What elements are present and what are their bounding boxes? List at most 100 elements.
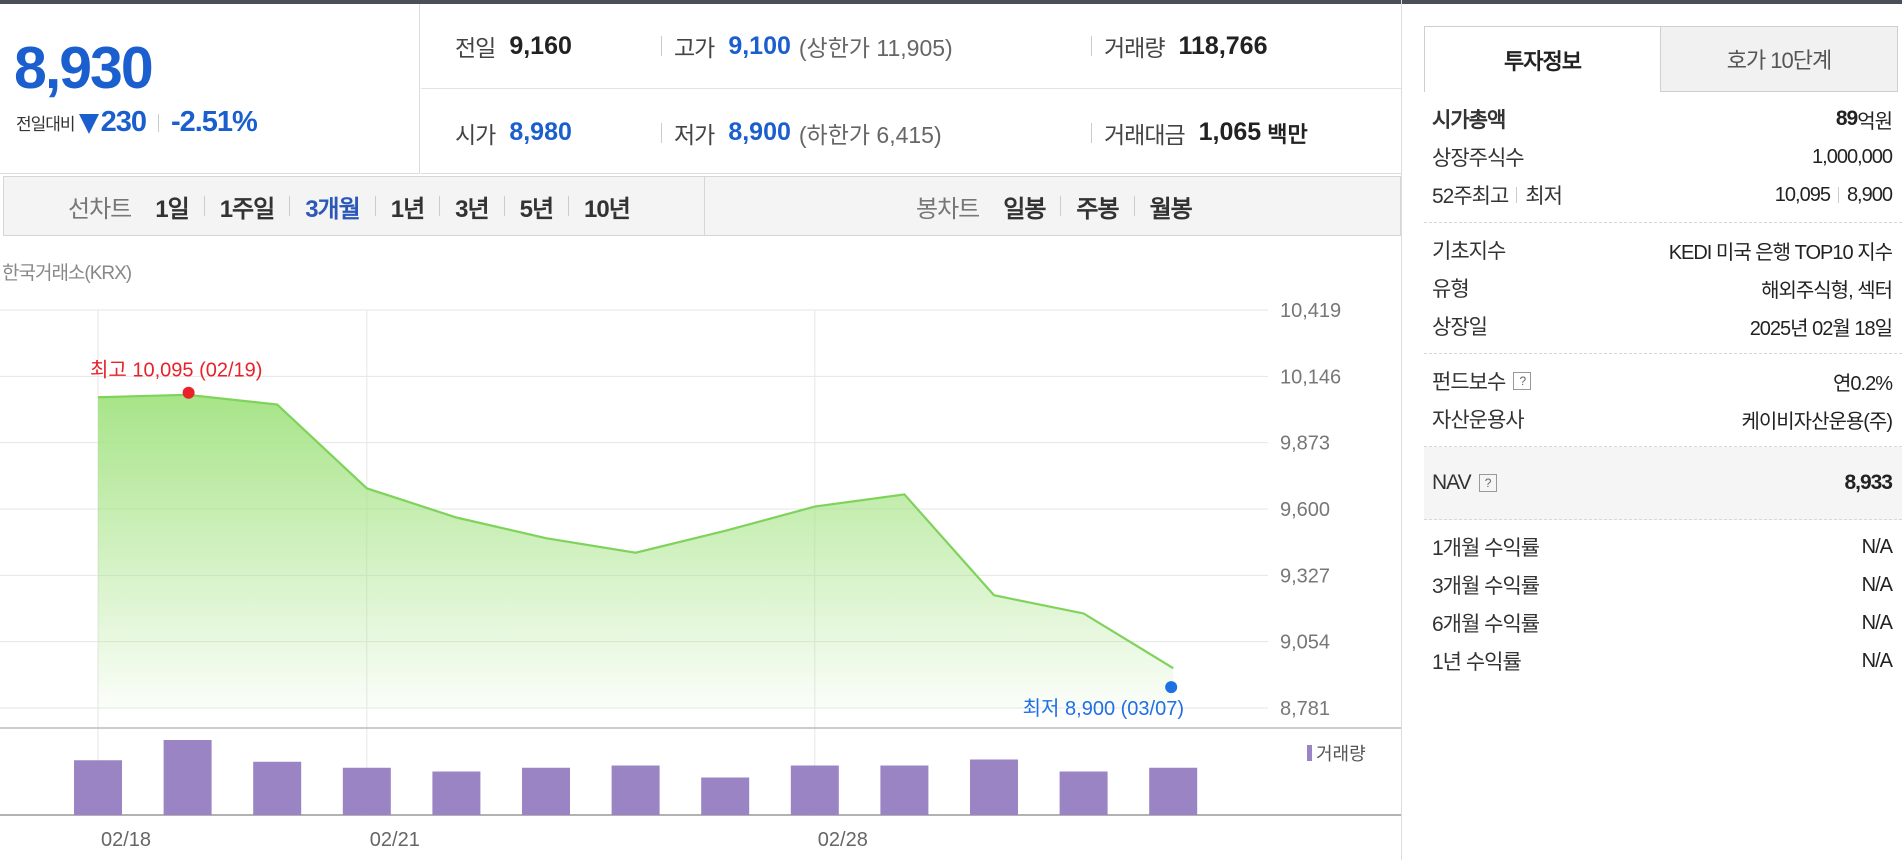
separator — [1091, 36, 1092, 56]
return-label: 1개월 수익률 — [1432, 537, 1540, 560]
low-marker — [1165, 681, 1178, 694]
tab-monthly[interactable]: 월봉 — [1149, 195, 1193, 223]
volume: 거래량 118,766 — [1091, 29, 1267, 63]
volume-bar — [790, 765, 839, 815]
volume-value: 118,766 — [1178, 31, 1268, 60]
help-icon[interactable]: ? — [1478, 474, 1497, 492]
fee-section: 펀드보수? 연0.2% 자산운용사 케이비자산운용(주) — [1424, 354, 1902, 447]
nav-value: 8,933 — [1844, 471, 1893, 495]
volume-bar — [611, 765, 660, 815]
market-info-section: 시가총액 89 억원 상장주식수 1,000,000 52주최고 최저 10,095… — [1424, 92, 1902, 223]
tab-5year[interactable]: 5년 — [519, 195, 554, 223]
open-label: 시가 — [455, 121, 496, 148]
volume-bar — [1149, 767, 1198, 815]
separator — [503, 196, 505, 216]
prev-close: 전일 9,160 — [455, 29, 572, 63]
return-label: 1년 수익률 — [1432, 651, 1522, 674]
market-cap-label: 시가총액 — [1432, 109, 1506, 132]
y-tick-label: 9,327 — [1280, 565, 1330, 587]
separator — [1516, 187, 1518, 203]
nav-section: NAV? 8,933 — [1424, 447, 1902, 520]
separator — [289, 196, 291, 216]
52week-high: 10,095 — [1774, 183, 1831, 206]
investment-info-panel: 투자정보 호가 10단계 시가총액 89 억원 상장주식수 1,000,000 5… — [1424, 26, 1902, 688]
low-label: 저가 — [674, 121, 715, 148]
x-tick-label: 02/18 — [101, 829, 151, 851]
volume-bar — [432, 771, 481, 815]
volume-bar — [970, 759, 1018, 815]
candle-chart-label: 봉차트 — [916, 195, 980, 223]
summary-row-2: 시가 8,980 저가 8,900 (하한가 6,415) 거래대금 1,065… — [421, 90, 1401, 175]
high-label: 최고 10,095 (02/19) — [90, 359, 262, 382]
top-bar — [0, 0, 1902, 4]
tab-daily[interactable]: 일봉 — [1003, 195, 1046, 223]
tab-1year[interactable]: 1년 — [390, 195, 425, 223]
return-value: N/A — [1861, 573, 1893, 596]
amount-value: 1,065 — [1198, 118, 1262, 146]
listing-date-row: 상장일 2025년 02월 18일 — [1432, 307, 1893, 345]
separator — [1133, 196, 1135, 216]
panel-divider — [1401, 0, 1402, 860]
tab-weekly[interactable]: 주봉 — [1076, 195, 1119, 223]
separator — [157, 113, 159, 132]
y-tick-label: 8,781 — [1280, 698, 1330, 720]
volume-legend: 거래량 — [1316, 744, 1366, 764]
low-label: 최저 8,900 (03/07) — [1023, 697, 1184, 720]
change-value: 230 — [100, 106, 147, 138]
lower-limit: (하한가 6,415) — [798, 121, 942, 148]
return-row: 1개월 수익률 N/A — [1432, 528, 1893, 566]
fee-label-text: 펀드보수 — [1432, 371, 1506, 394]
separator — [1091, 122, 1092, 143]
index-row: 기초지수 KEDI 미국 은행 TOP10 지수 — [1432, 231, 1893, 269]
low-price: 저가 8,900 (하한가 6,415) — [661, 116, 942, 150]
change-label: 전일대비 — [16, 115, 76, 134]
nav-label-text: NAV — [1432, 471, 1472, 494]
down-arrow-icon — [78, 113, 99, 134]
fee-row: 펀드보수? 연0.2% — [1432, 362, 1893, 400]
tab-1week[interactable]: 1주일 — [219, 195, 276, 223]
info-tabs: 투자정보 호가 10단계 — [1424, 26, 1902, 92]
tab-3month[interactable]: 3개월 — [305, 195, 361, 223]
nav-row: NAV? 8,933 — [1432, 455, 1893, 511]
tab-3year[interactable]: 3년 — [455, 195, 489, 223]
x-tick-label: 02/21 — [370, 829, 420, 851]
nav-label: NAV? — [1432, 471, 1497, 495]
return-row: 1년 수익률 N/A — [1432, 642, 1893, 680]
help-icon[interactable]: ? — [1513, 372, 1532, 390]
52week-label: 52주최고 최저 — [1432, 180, 1563, 210]
type-value: 해외주식형, 섹터 — [1761, 279, 1893, 302]
current-price: 8,930 — [14, 35, 154, 101]
high-price: 고가 9,100 (상한가 11,905) — [661, 29, 953, 63]
separator — [374, 196, 376, 216]
y-tick-label: 9,873 — [1280, 433, 1330, 455]
volume-bar — [701, 777, 750, 815]
chart-period-tabs: 선차트 1일 1주일 3개월 1년 3년 5년 10년 봉차트 일봉 주봉 월봉 — [3, 176, 1401, 236]
type-label: 유형 — [1432, 278, 1470, 301]
volume-bar — [1059, 771, 1108, 815]
y-tick-label: 9,600 — [1280, 499, 1330, 521]
tab-order-book[interactable]: 호가 10단계 — [1661, 26, 1898, 92]
return-row: 3개월 수익률 N/A — [1432, 566, 1893, 604]
return-value: N/A — [1861, 535, 1893, 558]
separator — [661, 36, 662, 56]
tab-1day[interactable]: 1일 — [155, 195, 189, 223]
separator — [1060, 196, 1062, 216]
open-value: 8,980 — [509, 118, 572, 146]
fund-info-section: 기초지수 KEDI 미국 은행 TOP10 지수 유형 해외주식형, 섹터 상장… — [1424, 223, 1902, 354]
tab-10year[interactable]: 10년 — [584, 195, 631, 223]
type-row: 유형 해외주식형, 섹터 — [1432, 269, 1893, 307]
return-value: N/A — [1861, 649, 1893, 672]
listing-date-label: 상장일 — [1432, 316, 1488, 339]
tab-investment-info[interactable]: 투자정보 — [1424, 26, 1661, 92]
52week-high-label: 52주최고 — [1432, 185, 1509, 208]
separator — [439, 196, 441, 216]
volume-bar — [522, 767, 570, 815]
price-summary: 전일 9,160 고가 9,100 (상한가 11,905) 거래량 118,7… — [421, 4, 1401, 174]
market-cap-value: 89 억원 — [1836, 105, 1893, 134]
line-chart-tabs: 선차트 1일 1주일 3개월 1년 3년 5년 10년 — [68, 177, 632, 235]
prev-close-value: 9,160 — [509, 31, 572, 60]
separator — [203, 196, 205, 216]
volume-label: 거래량 — [1104, 35, 1165, 61]
price-line — [97, 393, 1174, 670]
high-label: 고가 — [674, 35, 715, 61]
